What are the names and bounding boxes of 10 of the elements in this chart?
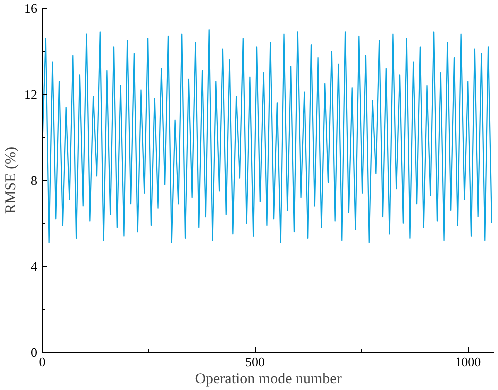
x-tick-label: 500	[246, 354, 266, 370]
y-tick-label: 12	[24, 87, 38, 102]
y-tick-label: 16	[24, 1, 38, 16]
y-tick-label: 4	[31, 259, 38, 274]
x-tick-label: 1000	[455, 354, 482, 370]
y-tick-label: 0	[31, 345, 38, 360]
line-series	[42, 29, 492, 244]
y-axis-title: RMSE (%)	[4, 146, 20, 214]
y-tick-label: 8	[31, 173, 38, 188]
x-axis-title: Operation mode number	[195, 372, 342, 388]
